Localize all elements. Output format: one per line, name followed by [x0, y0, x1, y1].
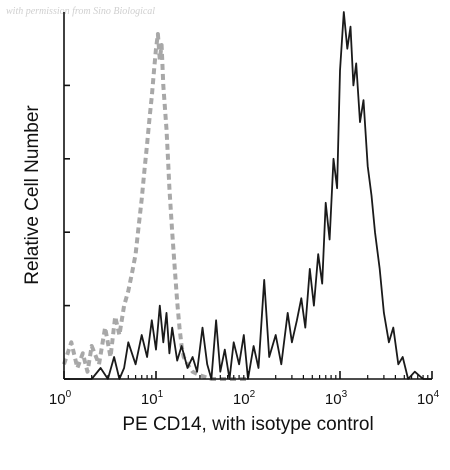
series-layer: [62, 11, 432, 381]
x-tick-label-base: 10: [49, 391, 66, 408]
x-tick-label-base: 10: [417, 391, 434, 408]
watermark-text: with permission from Sino Biological: [6, 6, 155, 17]
isotype-control-series-line: [62, 32, 248, 381]
x-tick-label-2: 102: [233, 389, 256, 408]
x-tick-label-0: 100: [49, 389, 72, 408]
x-tick-label-exponent: 1: [158, 389, 164, 400]
x-tick-label-4: 104: [417, 389, 440, 408]
x-tick-label-1: 101: [141, 389, 164, 408]
ticks-layer: 100 101 102 103 104: [49, 84, 440, 408]
x-tick-label-base: 10: [141, 391, 158, 408]
y-axis-title: Relative Cell Number: [22, 105, 43, 285]
cd14-series-line: [64, 11, 432, 380]
x-tick-label-3: 103: [325, 389, 348, 408]
x-tick-label-base: 10: [233, 391, 250, 408]
x-tick-label-exponent: 3: [342, 389, 348, 400]
x-tick-label-exponent: 0: [66, 389, 72, 400]
x-tick-label-exponent: 4: [434, 389, 440, 400]
x-tick-label-exponent: 2: [250, 389, 256, 400]
x-axis-title: PE CD14, with isotype control: [122, 414, 373, 435]
axes-layer: [63, 12, 432, 380]
x-tick-label-base: 10: [325, 391, 342, 408]
